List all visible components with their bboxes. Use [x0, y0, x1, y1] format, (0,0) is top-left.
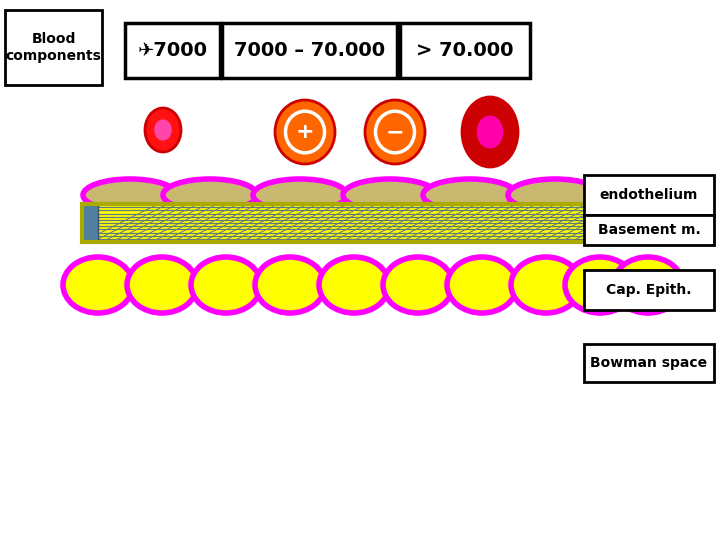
Ellipse shape: [423, 179, 517, 211]
Ellipse shape: [145, 108, 181, 152]
Bar: [614, 204, 630, 242]
Text: ✈7000: ✈7000: [138, 41, 207, 60]
Text: Bowman space: Bowman space: [590, 356, 708, 370]
Ellipse shape: [155, 120, 171, 140]
Ellipse shape: [191, 257, 261, 313]
Ellipse shape: [255, 257, 325, 313]
Text: −: −: [386, 122, 405, 142]
Ellipse shape: [462, 97, 518, 167]
Text: endothelium: endothelium: [600, 188, 698, 202]
Ellipse shape: [477, 116, 503, 148]
Ellipse shape: [565, 257, 635, 313]
Text: +: +: [296, 122, 315, 142]
Bar: [584, 175, 714, 215]
Bar: [584, 344, 714, 382]
Bar: [82, 204, 98, 242]
Ellipse shape: [365, 100, 425, 164]
Text: > 70.000: > 70.000: [416, 41, 514, 60]
Text: 7000 – 70.000: 7000 – 70.000: [234, 41, 385, 60]
Bar: [584, 215, 714, 245]
Bar: [82, 204, 630, 242]
Ellipse shape: [319, 257, 389, 313]
Bar: [584, 270, 714, 310]
Bar: [400, 23, 530, 78]
Bar: [82, 204, 630, 242]
Ellipse shape: [63, 257, 133, 313]
Ellipse shape: [508, 179, 602, 211]
Ellipse shape: [511, 257, 581, 313]
Ellipse shape: [613, 257, 683, 313]
Ellipse shape: [275, 100, 335, 164]
Ellipse shape: [253, 179, 347, 211]
Ellipse shape: [447, 257, 517, 313]
Ellipse shape: [343, 179, 437, 211]
Ellipse shape: [127, 257, 197, 313]
Ellipse shape: [163, 179, 257, 211]
Text: Blood
components: Blood components: [6, 32, 102, 63]
Text: Cap. Epith.: Cap. Epith.: [606, 283, 692, 297]
Bar: [125, 23, 220, 78]
Text: Basement m.: Basement m.: [598, 223, 701, 237]
Ellipse shape: [83, 179, 177, 211]
Ellipse shape: [383, 257, 453, 313]
Bar: [222, 23, 397, 78]
Bar: [82, 204, 630, 242]
Bar: [5, 10, 102, 85]
